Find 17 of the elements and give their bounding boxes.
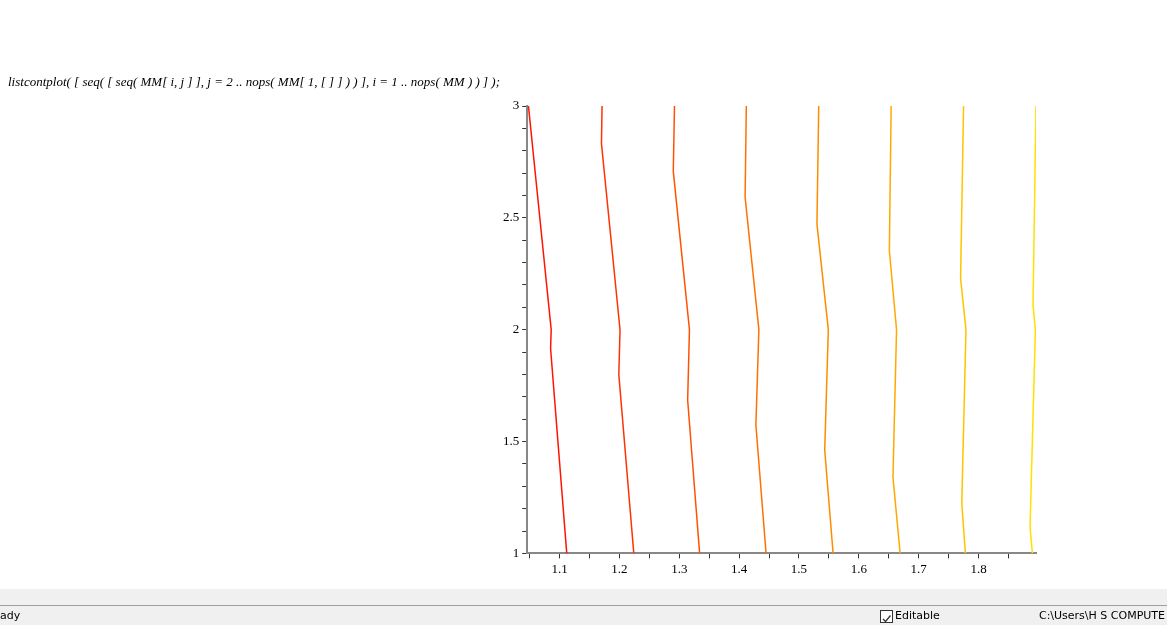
x-tick-label: 1.4 — [731, 560, 748, 576]
y-tick-label: 2 — [512, 321, 520, 337]
x-tick-label: 1.1 — [551, 560, 568, 576]
x-tick-label: 1.6 — [850, 560, 868, 576]
text: ady — [0, 608, 21, 624]
text: listcontplot( [ seq( [ seq( MM[ i, j ] ], j = 2 .. nops( MM[ 1, [ ] ] ) ) ], i = 1 .. nops( MM ) ) ] ); — [8, 74, 501, 90]
y-tick-label: 2.5 — [503, 209, 520, 225]
y-tick-label: 3 — [512, 97, 520, 113]
y-tick-label: 1 — [512, 544, 520, 560]
x-tick-label: 1.8 — [970, 560, 987, 576]
text: Editable — [895, 608, 940, 624]
text: C:\Users\H S COMPUTE — [1038, 608, 1165, 624]
y-tick-label: 1.5 — [503, 432, 520, 448]
x-tick-label: 1.7 — [910, 560, 928, 576]
x-tick-label: 1.3 — [671, 560, 688, 576]
x-tick-label: 1.5 — [790, 560, 808, 576]
x-tick-label: 1.2 — [611, 560, 628, 576]
